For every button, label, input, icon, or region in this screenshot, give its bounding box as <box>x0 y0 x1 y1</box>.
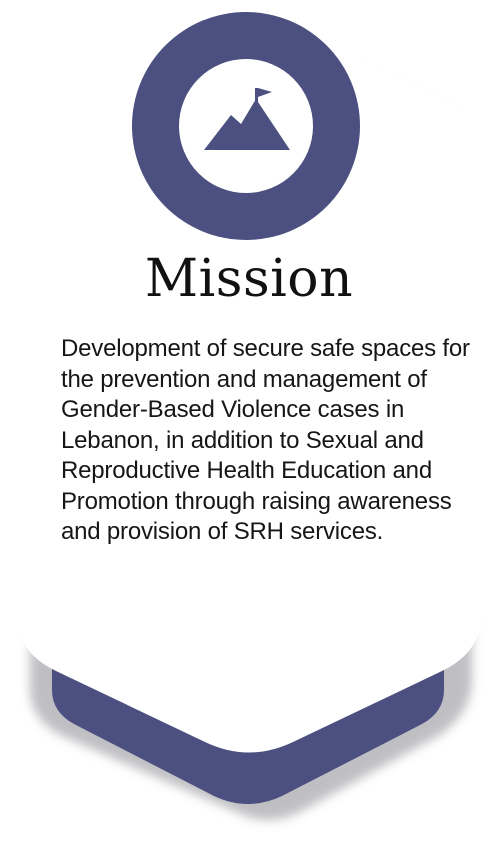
icon-badge <box>132 12 360 240</box>
card-description: Development of secure safe spaces for th… <box>61 335 470 545</box>
card-body <box>16 16 482 753</box>
card-title: Mission <box>144 249 354 309</box>
mountain-flag-icon <box>132 12 360 240</box>
